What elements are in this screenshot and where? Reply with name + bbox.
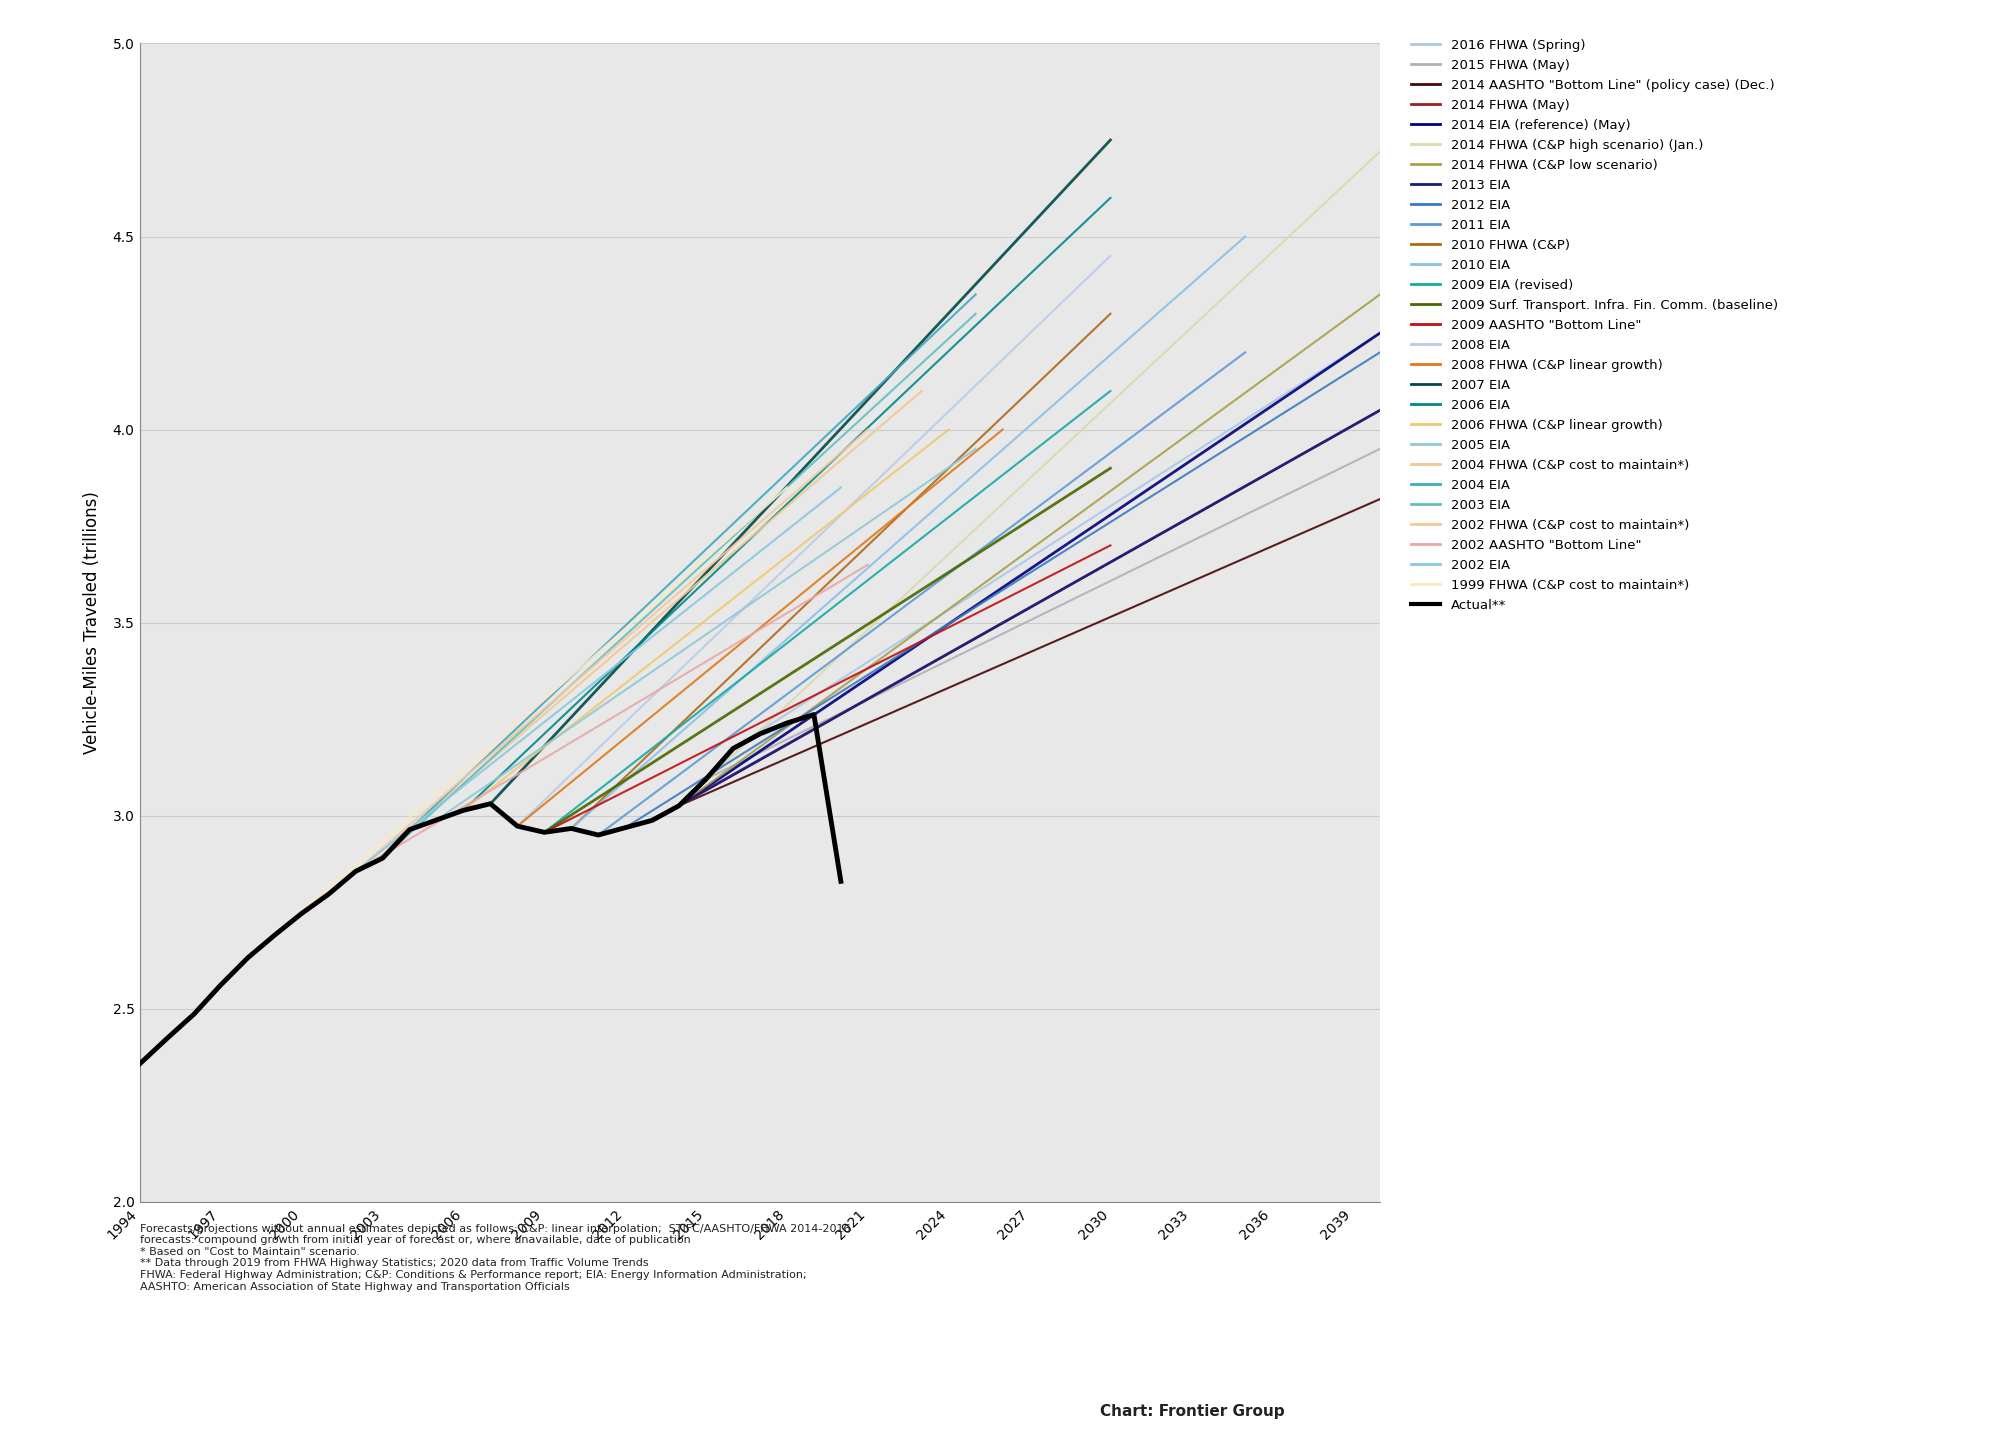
Y-axis label: Vehicle-Miles Traveled (trillions): Vehicle-Miles Traveled (trillions) [84,491,102,754]
Text: Forecasts/projections without annual estimates depicted as follows: C&P: linear : Forecasts/projections without annual est… [140,1224,850,1292]
Text: Chart: Frontier Group: Chart: Frontier Group [1100,1405,1284,1419]
Legend: 2016 FHWA (Spring), 2015 FHWA (May), 2014 AASHTO "Bottom Line" (policy case) (De: 2016 FHWA (Spring), 2015 FHWA (May), 201… [1412,39,1778,613]
